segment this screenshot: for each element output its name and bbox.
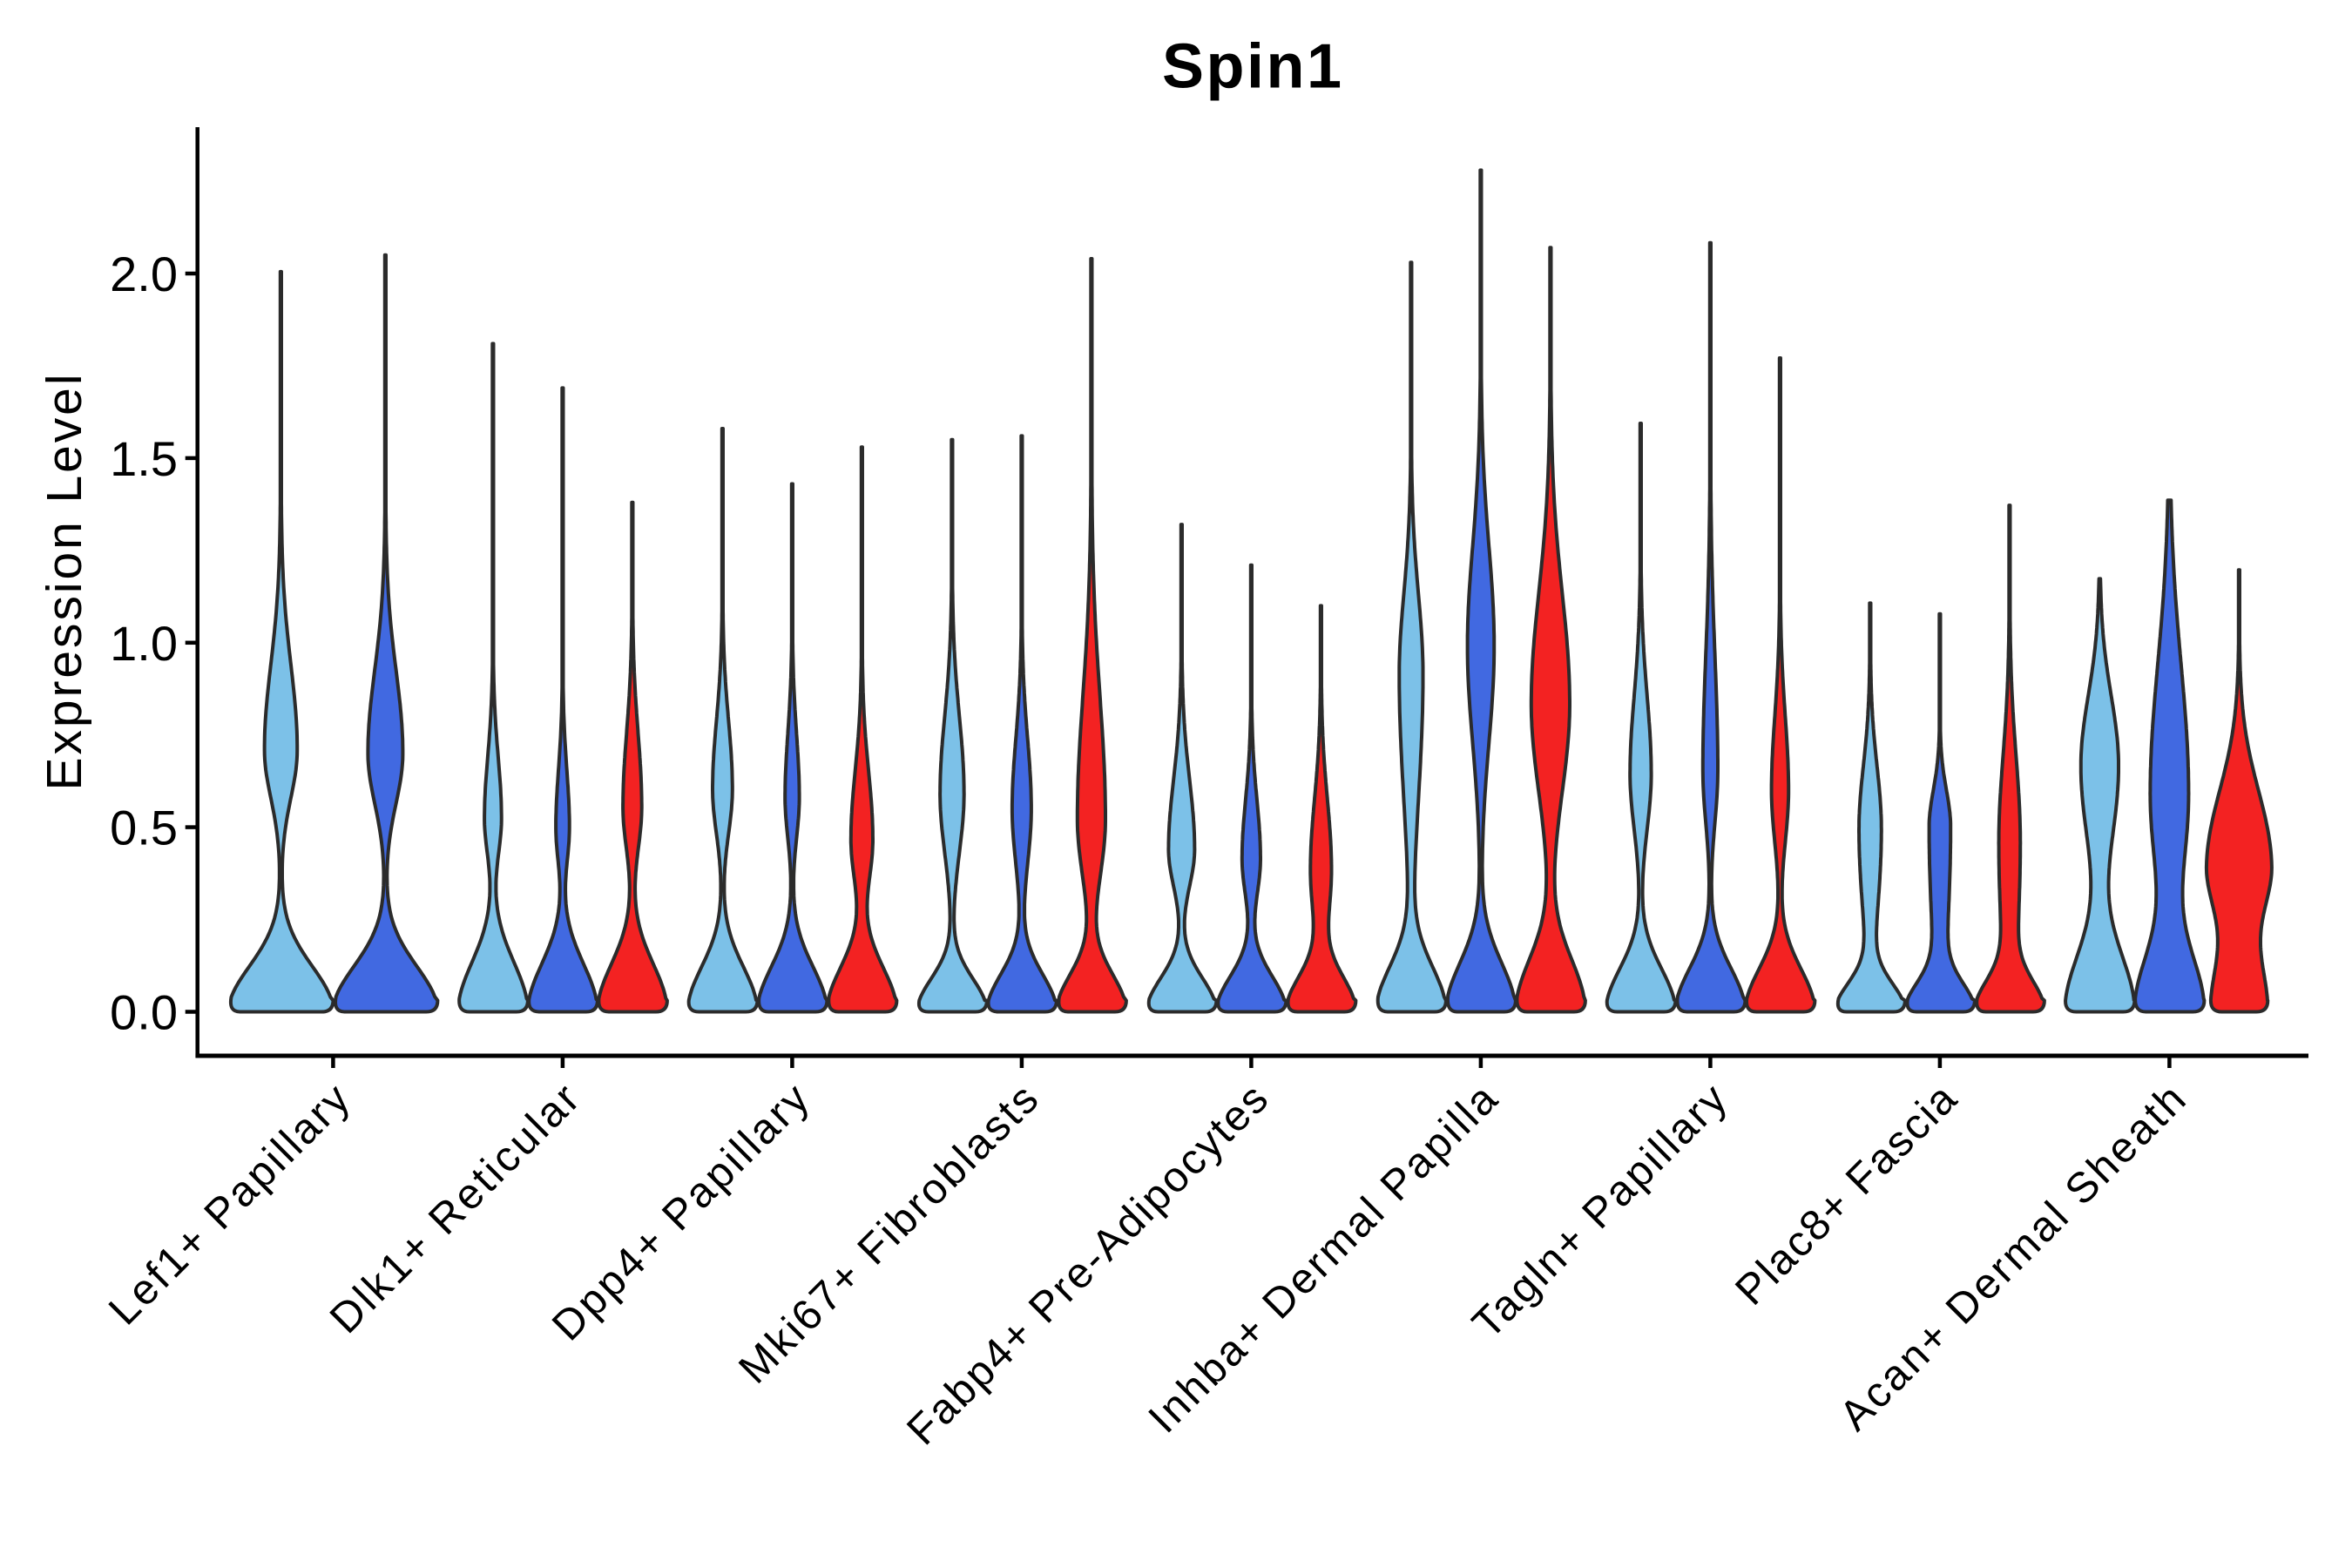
svg-text:0.5: 0.5: [110, 801, 178, 855]
svg-text:Spin1: Spin1: [1162, 32, 1342, 102]
svg-text:Expression Level: Expression Level: [37, 375, 92, 791]
svg-text:1.0: 1.0: [110, 616, 178, 671]
svg-text:2.0: 2.0: [110, 247, 178, 301]
svg-text:1.5: 1.5: [110, 431, 178, 486]
svg-text:0.0: 0.0: [110, 985, 178, 1040]
